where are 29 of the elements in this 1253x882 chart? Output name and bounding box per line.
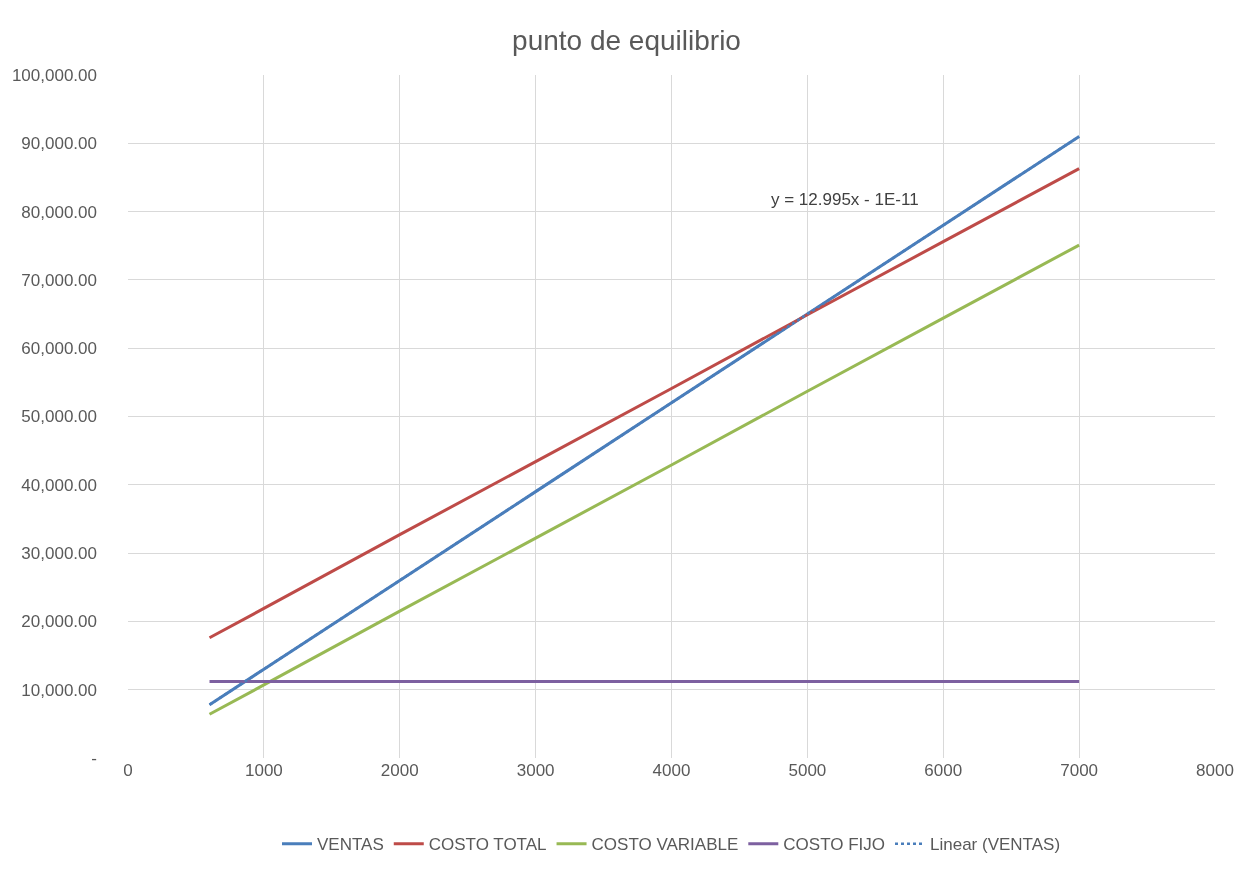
legend-label: COSTO TOTAL	[428, 835, 547, 855]
legend-label: COSTO FIJO	[783, 835, 885, 855]
y-tick-label: 50,000.00	[21, 407, 97, 427]
y-tick-label: 30,000.00	[21, 544, 97, 564]
x-tick-label: 1000	[244, 761, 283, 780]
y-tick-label: 20,000.00	[21, 612, 97, 632]
y-tick-label: 60,000.00	[21, 339, 97, 359]
annotation: y = 12.995x - 1E-11	[771, 190, 919, 209]
x-tick-label: 5000	[788, 761, 827, 780]
y-tick-label: 80,000.00	[21, 202, 97, 222]
y-tick-label: 100,000.00	[11, 65, 97, 85]
line-series	[208, 167, 1081, 640]
x-tick-label: 0	[123, 761, 133, 780]
x-tick-label: 8000	[1196, 761, 1234, 780]
x-tick-label: 7000	[1060, 761, 1099, 780]
y-tick-label: 40,000.00	[21, 475, 97, 495]
x-tick-label: 3000	[516, 761, 555, 780]
legend-label: COSTO VARIABLE	[591, 835, 739, 855]
x-tick-label: 2000	[380, 761, 419, 780]
legend-label: Linear (VENTAS)	[930, 835, 1061, 855]
y-tick-label: 10,000.00	[21, 680, 97, 700]
legend-label: VENTAS	[317, 835, 384, 855]
x-tick-label: 4000	[652, 761, 691, 780]
chart-title: punto de equilibrio	[512, 25, 741, 57]
y-tick-label: 90,000.00	[21, 134, 97, 154]
y-tick-label: -	[91, 748, 97, 768]
line-series	[208, 243, 1081, 716]
x-tick-label: 6000	[924, 761, 963, 780]
y-tick-label: 70,000.00	[21, 270, 97, 290]
